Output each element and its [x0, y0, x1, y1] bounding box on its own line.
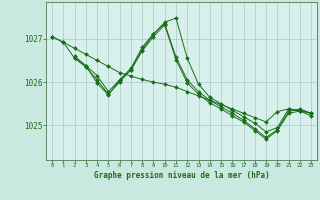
X-axis label: Graphe pression niveau de la mer (hPa): Graphe pression niveau de la mer (hPa)	[94, 171, 269, 180]
